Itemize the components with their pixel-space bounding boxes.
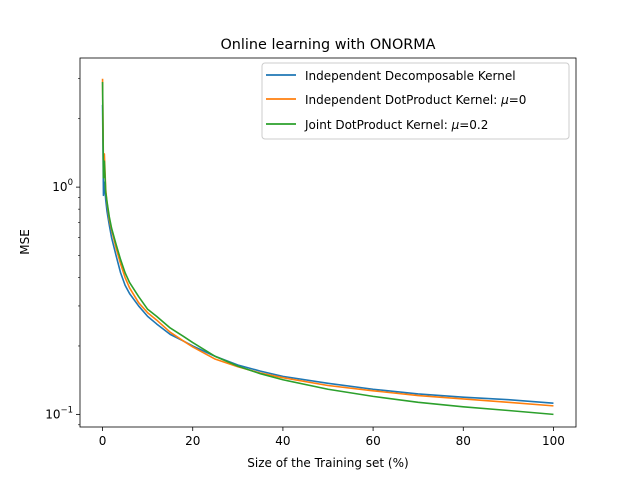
chart-title: Online learning with ONORMA bbox=[220, 37, 435, 53]
legend-box bbox=[261, 62, 570, 140]
legend: Independent Decomposable Kernel Independ… bbox=[261, 62, 570, 140]
plot-area bbox=[79, 57, 577, 428]
legend-label-decomposable: Independent Decomposable Kernel bbox=[305, 69, 516, 83]
y-tick-label: 10−1 bbox=[45, 405, 73, 421]
x-tick-label: 20 bbox=[185, 434, 200, 448]
legend-label-dotproduct-mu0: Independent DotProduct Kernel: μ=0 bbox=[305, 93, 526, 107]
y-tick-label: 100 bbox=[52, 178, 73, 194]
y-axis-label: MSE bbox=[18, 229, 32, 255]
x-axis-label: Size of the Training set (%) bbox=[247, 456, 408, 470]
legend-label-joint-mu02: Joint DotProduct Kernel: μ=0.2 bbox=[304, 118, 488, 132]
axes-frame bbox=[79, 57, 577, 428]
y-axis: 100 10−1 bbox=[45, 78, 80, 426]
x-tick-label: 60 bbox=[365, 434, 380, 448]
series-line-0 bbox=[101, 104, 554, 404]
x-tick-label: 100 bbox=[542, 434, 565, 448]
series-line-2 bbox=[101, 82, 554, 416]
series-layer bbox=[101, 78, 554, 416]
x-tick-label: 80 bbox=[456, 434, 471, 448]
x-axis: 0 20 40 60 80 100 bbox=[99, 427, 565, 448]
x-tick-label: 0 bbox=[99, 434, 107, 448]
x-tick-label: 40 bbox=[275, 434, 290, 448]
